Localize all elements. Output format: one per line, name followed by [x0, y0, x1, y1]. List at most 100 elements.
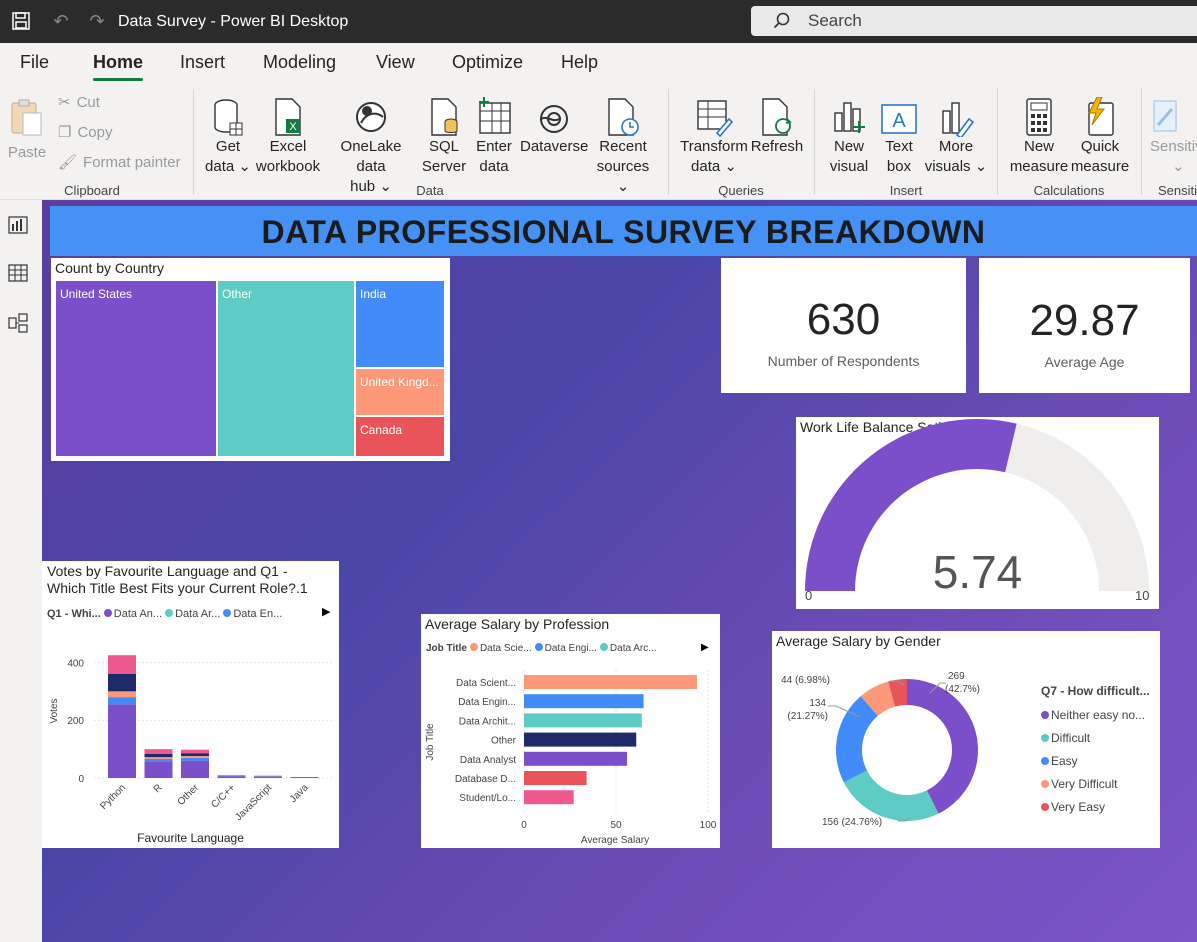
y-tick-label: Data Engin...	[458, 697, 516, 708]
salary-gender-visual[interactable]: Average Salary by Gender 269 (42.7%) 156 (…	[772, 631, 1160, 848]
donut-slice	[860, 681, 896, 716]
refresh-button[interactable]: Refresh	[750, 93, 804, 157]
redo-icon[interactable]: ↷	[89, 10, 105, 31]
quick-measure-button[interactable]: Quick measure	[1070, 93, 1130, 177]
menu-help[interactable]: Help	[561, 52, 599, 72]
data-label: 269 (42.7%)	[945, 671, 980, 695]
model-view-icon[interactable]	[7, 312, 29, 334]
y-tick-label: Data Scient...	[456, 678, 516, 689]
treemap-tile[interactable]: India	[355, 280, 445, 368]
chart-legend: Neither easy no... Difficult Easy Very D…	[1038, 704, 1145, 819]
chevron-down-icon: ⌄	[1172, 158, 1185, 175]
gauge-value: 5.74	[932, 546, 1023, 598]
visual-title: Count by Country	[55, 260, 164, 276]
sensitivity-icon	[1153, 100, 1177, 132]
transform-data-button[interactable]: Transform data ⌄	[678, 93, 750, 177]
bar-segment	[144, 753, 173, 758]
kpi-label: Average Age	[1044, 354, 1125, 370]
sensitivity-button[interactable]: Sensitiv⌄	[1150, 93, 1197, 177]
report-view-icon[interactable]	[7, 214, 29, 236]
legend-next-icon[interactable]: ▶	[322, 606, 331, 618]
y-tick-label: Database D...	[455, 774, 516, 785]
y-axis-title: Job Title	[425, 723, 436, 761]
paste-button[interactable]: Paste	[6, 93, 48, 163]
report-canvas: DATA PROFESSIONAL SURVEY BREAKDOWN Count…	[42, 200, 1197, 942]
treemap-visual[interactable]: Count by Country United States Other Ind…	[51, 258, 450, 461]
bar	[524, 732, 637, 747]
menu-optimize[interactable]: Optimize	[452, 52, 524, 72]
copy-button[interactable]: ❐ Copy	[58, 123, 113, 142]
treemap-tile[interactable]: United Kingd...	[355, 368, 445, 416]
save-icon[interactable]	[8, 8, 34, 34]
excel-workbook-button[interactable]: X Excel workbook	[254, 93, 322, 177]
y-tick-label: Data Analyst	[460, 755, 516, 766]
y-tick-label: Student/Lo...	[459, 793, 516, 804]
get-data-button[interactable]: Get data ⌄	[202, 93, 254, 177]
menu-insert[interactable]: Insert	[180, 52, 226, 72]
visual-title: Average Salary by Gender	[776, 633, 941, 649]
enter-data-button[interactable]: Enter data	[470, 93, 518, 177]
separator	[668, 89, 669, 195]
y-tick-label: 400	[67, 658, 84, 669]
y-tick-label: 200	[67, 716, 84, 727]
menu-modeling[interactable]: Modeling	[263, 52, 337, 72]
table-plus-icon	[479, 97, 511, 134]
donut-slice	[907, 679, 978, 814]
format-painter-button[interactable]: 🖌 Format painter	[58, 153, 181, 172]
legend-item[interactable]: Neither easy no...	[1038, 704, 1145, 727]
undo-icon[interactable]: ↶	[53, 10, 69, 31]
title-bar: ↶ ↷ Data Survey - Power BI Desktop Searc…	[0, 0, 1197, 43]
group-clipboard: Clipboard	[64, 183, 120, 198]
excel-icon: X	[275, 98, 301, 136]
bar	[524, 675, 697, 689]
x-tick-label: JavaScript	[233, 782, 274, 823]
new-measure-button[interactable]: New measure	[1008, 93, 1070, 177]
legend-item[interactable]: Very Difficult	[1038, 773, 1145, 796]
legend-next-icon[interactable]: ▶	[701, 642, 709, 653]
legend-item[interactable]: Difficult	[1038, 727, 1145, 750]
text-box-button[interactable]: A Text box	[876, 93, 922, 177]
bar	[524, 713, 642, 728]
chevron-down-icon: ⌄	[379, 178, 392, 195]
menu-view[interactable]: View	[376, 52, 415, 72]
gauge-fill	[805, 419, 1017, 591]
bar-segment	[108, 691, 136, 698]
visual-title: Average Salary by Profession	[425, 616, 610, 632]
legend-title: Q7 - How difficult...	[1041, 684, 1150, 698]
bar-segment	[290, 777, 319, 778]
sql-server-button[interactable]: SQL Server	[420, 93, 468, 177]
bar-segment	[108, 674, 136, 692]
search-icon	[773, 12, 790, 29]
kpi-card-age[interactable]: 29.87 Average Age	[979, 258, 1190, 393]
treemap-tile[interactable]: Other	[217, 280, 355, 457]
more-visuals-button[interactable]: More visuals ⌄	[924, 93, 988, 177]
treemap-tile[interactable]: United States	[55, 280, 217, 457]
table-view-icon[interactable]	[7, 262, 29, 284]
donut-slice	[836, 696, 878, 783]
kpi-value: 29.87	[1029, 296, 1140, 345]
chart-legend: Q1 - Whi... Data An... Data Ar... Data En..…	[47, 608, 283, 620]
leader-line	[929, 682, 946, 694]
recent-sources-button[interactable]: Recent sources ⌄	[590, 93, 656, 197]
dataverse-button[interactable]: Dataverse	[520, 93, 588, 157]
legend-item[interactable]: Easy	[1038, 750, 1145, 773]
treemap-tile[interactable]: Canada	[355, 416, 445, 457]
leader-line	[828, 705, 861, 718]
search-box[interactable]: Search	[751, 6, 1197, 36]
bar-segment	[144, 758, 173, 762]
menu-file[interactable]: File	[20, 52, 50, 72]
cut-button[interactable]: ✂ Cut	[58, 93, 100, 112]
salary-profession-visual[interactable]: Average Salary by Profession Job Title Da…	[421, 614, 720, 848]
data-label: 134 (21.27%)	[787, 698, 828, 722]
legend-item[interactable]: Very Easy	[1038, 796, 1145, 819]
kpi-card-respondents[interactable]: 630 Number of Respondents	[721, 258, 966, 393]
donut-slice	[888, 679, 907, 707]
gauge-chart	[805, 419, 1149, 591]
new-visual-button[interactable]: New visual	[824, 93, 874, 177]
x-axis-title: Average Salary	[581, 835, 649, 846]
menu-home[interactable]: Home	[93, 52, 144, 81]
bar-segment	[144, 749, 173, 754]
gauge-visual[interactable]: Work Life Balance Satisfaction 5.74 0 10	[796, 417, 1159, 609]
language-chart-visual[interactable]: Votes by Favourite Language and Q1 - Whic…	[42, 561, 339, 848]
onelake-data-hub-button[interactable]: OneLake data hub ⌄	[324, 93, 418, 197]
